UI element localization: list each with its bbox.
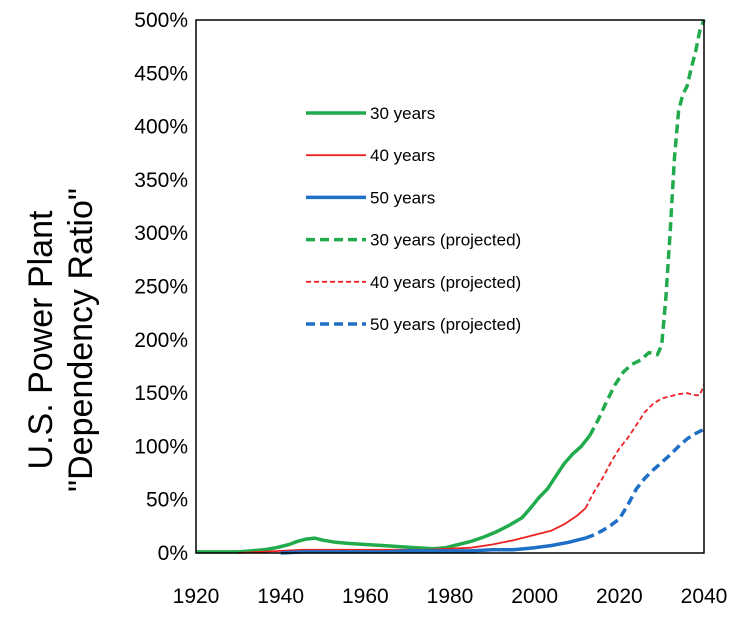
y-tick-label: 500% [134, 9, 188, 32]
legend-label: 30 years [370, 104, 435, 123]
x-tick-label: 2040 [681, 585, 728, 608]
legend-label: 40 years (projected) [370, 273, 521, 292]
y-tick-label: 100% [134, 435, 188, 458]
x-tick-label: 1920 [173, 585, 220, 608]
legend-label: 30 years (projected) [370, 231, 521, 250]
series-line-40-years-projected [584, 384, 705, 509]
y-axis-title-line-1: U.S. Power Plant [22, 210, 60, 469]
legend-label: 50 years (projected) [370, 315, 521, 334]
y-tick-label: 350% [134, 169, 188, 192]
y-tick-label: 400% [134, 116, 188, 139]
y-tick-label: 200% [134, 329, 188, 352]
y-tick-label: 450% [134, 62, 188, 85]
series-line-50-years-projected [584, 427, 705, 540]
y-tick-label: 300% [134, 222, 188, 245]
y-axis-title: U.S. Power Plant "Dependency Ratio" [22, 188, 100, 492]
y-tick-label: 0% [158, 542, 188, 565]
x-tick-label: 2000 [511, 585, 558, 608]
series-line-50-years [280, 536, 586, 555]
y-tick-label: 150% [134, 382, 188, 405]
x-tick-label: 1960 [342, 585, 389, 608]
legend: 30 years 40 years 50 years 30 years (projec… [306, 104, 521, 334]
legend-label: 40 years [370, 146, 435, 165]
series-line-30-years [196, 434, 592, 554]
x-tick-label: 1980 [427, 585, 474, 608]
y-axis-title-line-2: "Dependency Ratio" [62, 188, 100, 492]
plot-area-frame [195, 19, 705, 554]
series-line-30-years-projected [588, 19, 706, 437]
y-tick-label: 250% [134, 276, 188, 299]
series-lines [196, 19, 706, 555]
legend-label: 50 years [370, 188, 435, 207]
x-tick-label: 2020 [596, 585, 643, 608]
y-tick-labels: 0% 50% 100% 150% 200% 250% 300% 350% 400% 450% 500… [134, 9, 188, 565]
y-tick-label: 50% [146, 489, 188, 512]
x-tick-labels: 1920 1940 1960 1980 2000 2020 2040 [173, 585, 728, 608]
x-tick-label: 1940 [257, 585, 304, 608]
